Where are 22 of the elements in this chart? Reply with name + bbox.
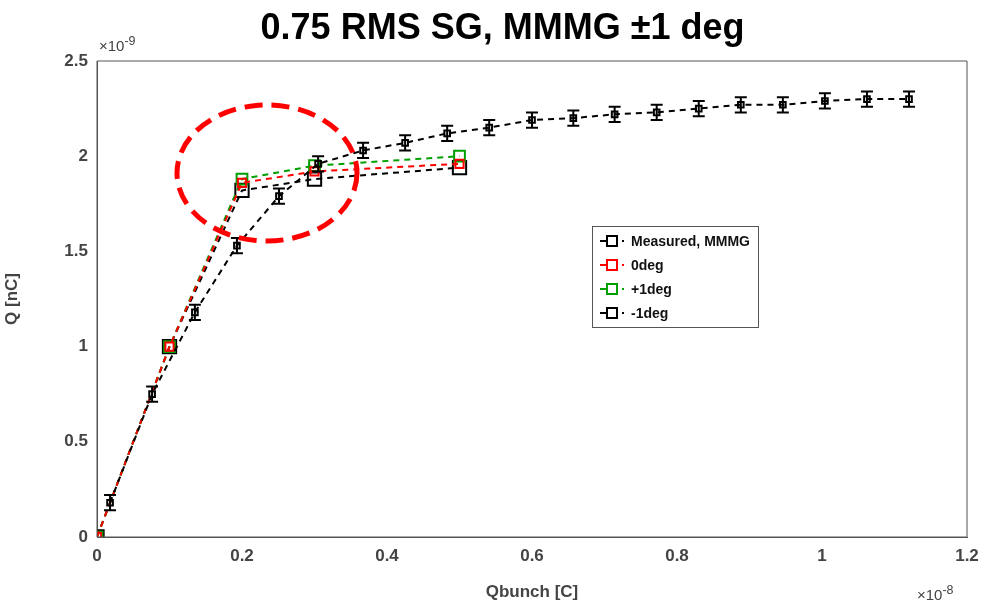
chart-title: 0.75 RMS SG, MMMG ±1 deg	[260, 6, 745, 47]
x-tick-label: 0	[92, 545, 102, 565]
x-tick-label: 0.2	[230, 545, 254, 565]
y-tick-label: 0	[78, 526, 88, 546]
x-tick-label: 0.8	[665, 545, 689, 565]
y-tick-label: 2.5	[64, 50, 88, 70]
y-tick-label: 0.5	[64, 431, 88, 451]
x-tick-label: 1	[817, 545, 827, 565]
y-tick-label: 1.5	[64, 241, 88, 261]
x-tick-label: 0.4	[375, 545, 400, 565]
legend-label: 0deg	[631, 257, 664, 273]
y-axis-title: Q [nC]	[1, 273, 21, 325]
text: ×10$^{-8}$	[917, 583, 954, 603]
x-axis-title: Qbunch [C]	[485, 582, 579, 602]
x-tick-label: 0.6	[520, 545, 544, 565]
text: ×10$^{-9}$	[99, 34, 136, 54]
y-tick-label: 1	[78, 336, 88, 356]
y-tick-label: 2	[78, 145, 88, 165]
legend-label: -1deg	[631, 305, 669, 321]
legend-label: Measured, MMMG	[631, 233, 751, 249]
x-tick-label: 1.2	[955, 545, 979, 565]
legend-label: +1deg	[631, 281, 672, 297]
